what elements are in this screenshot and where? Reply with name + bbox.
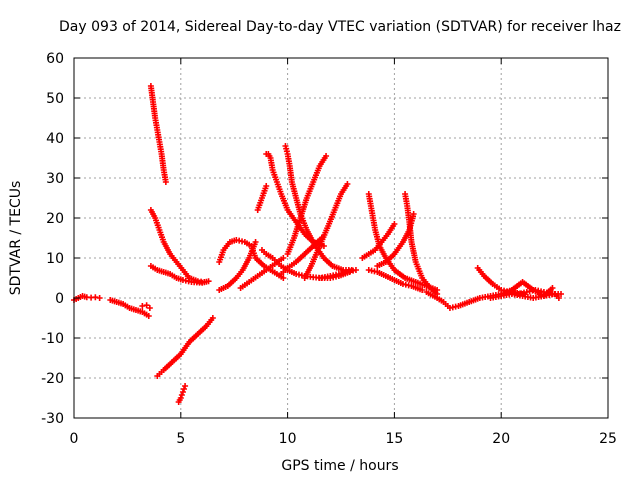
series-arc-04 (147, 83, 169, 185)
series-arc-03 (139, 302, 153, 311)
series-arc-10 (216, 239, 259, 293)
data-point-fill (181, 386, 188, 392)
series-arc-15 (282, 143, 355, 273)
x-tick-label: 10 (279, 431, 297, 447)
data-points (71, 83, 565, 405)
series-arc-02 (107, 297, 152, 319)
data-point (549, 285, 556, 291)
series-arc-08 (175, 383, 189, 405)
series-arc-22 (365, 267, 426, 293)
data-point (145, 313, 152, 319)
data-point (352, 267, 359, 273)
data-point (205, 278, 212, 285)
series-arc-05 (147, 207, 208, 285)
data-point (391, 221, 398, 227)
data-point (344, 181, 351, 187)
data-point (323, 153, 330, 159)
y-tick-label: 30 (46, 171, 64, 187)
y-tick-label: -10 (41, 331, 64, 347)
series-arc-09 (216, 237, 287, 281)
data-point (146, 305, 153, 311)
grid-lines (74, 58, 608, 418)
series-arc-17 (278, 235, 325, 277)
x-tick-label: 5 (176, 431, 185, 447)
data-point (96, 295, 103, 301)
data-point (555, 295, 562, 301)
data-point (558, 291, 565, 297)
y-tick-label: 20 (46, 211, 64, 227)
y-tick-label: 10 (46, 251, 64, 267)
data-point (263, 183, 270, 189)
data-point (179, 389, 186, 395)
data-point (209, 315, 216, 321)
data-point (419, 287, 426, 293)
x-tick-label: 15 (385, 431, 403, 447)
series-arc-12 (254, 183, 270, 213)
data-point (252, 239, 259, 245)
series-arc-19 (316, 267, 359, 281)
series-arc-20 (365, 191, 441, 293)
data-point (280, 275, 287, 281)
y-tick-label: 60 (46, 51, 64, 67)
chart-title: Day 093 of 2014, Sidereal Day-to-day VTE… (59, 19, 621, 35)
series-arc-28 (498, 279, 556, 299)
y-tick-label: 50 (46, 91, 64, 107)
data-point (162, 179, 169, 185)
plot-frame (73, 57, 609, 419)
series-arc-18 (301, 181, 351, 281)
data-point (182, 383, 189, 389)
series-arc-21 (359, 221, 398, 261)
data-point (177, 395, 184, 401)
series-arc-06 (147, 263, 212, 286)
data-point (143, 302, 150, 309)
axis-ticks: 0 5 10 15 20 25 -30 -20 -10 0 10 20 30 40 50 60 (41, 51, 617, 447)
data-point (410, 211, 417, 217)
x-tick-label: 25 (599, 431, 617, 447)
data-point (280, 255, 287, 261)
series-arc-07 (154, 315, 216, 379)
data-point-fill (178, 392, 185, 398)
series-arc-16 (284, 153, 330, 257)
y-axis-label: SDTVAR / TECUs (8, 181, 24, 296)
y-tick-label: 40 (46, 131, 64, 147)
y-tick-label: 0 (55, 291, 64, 307)
x-tick-label: 0 (70, 431, 79, 447)
series-arc-24 (402, 191, 441, 297)
y-tick-label: -20 (41, 371, 64, 387)
x-axis-label: GPS time / hours (281, 458, 398, 474)
y-tick-label: -30 (41, 411, 64, 427)
x-tick-label: 20 (492, 431, 510, 447)
series-arc-23 (374, 211, 417, 269)
